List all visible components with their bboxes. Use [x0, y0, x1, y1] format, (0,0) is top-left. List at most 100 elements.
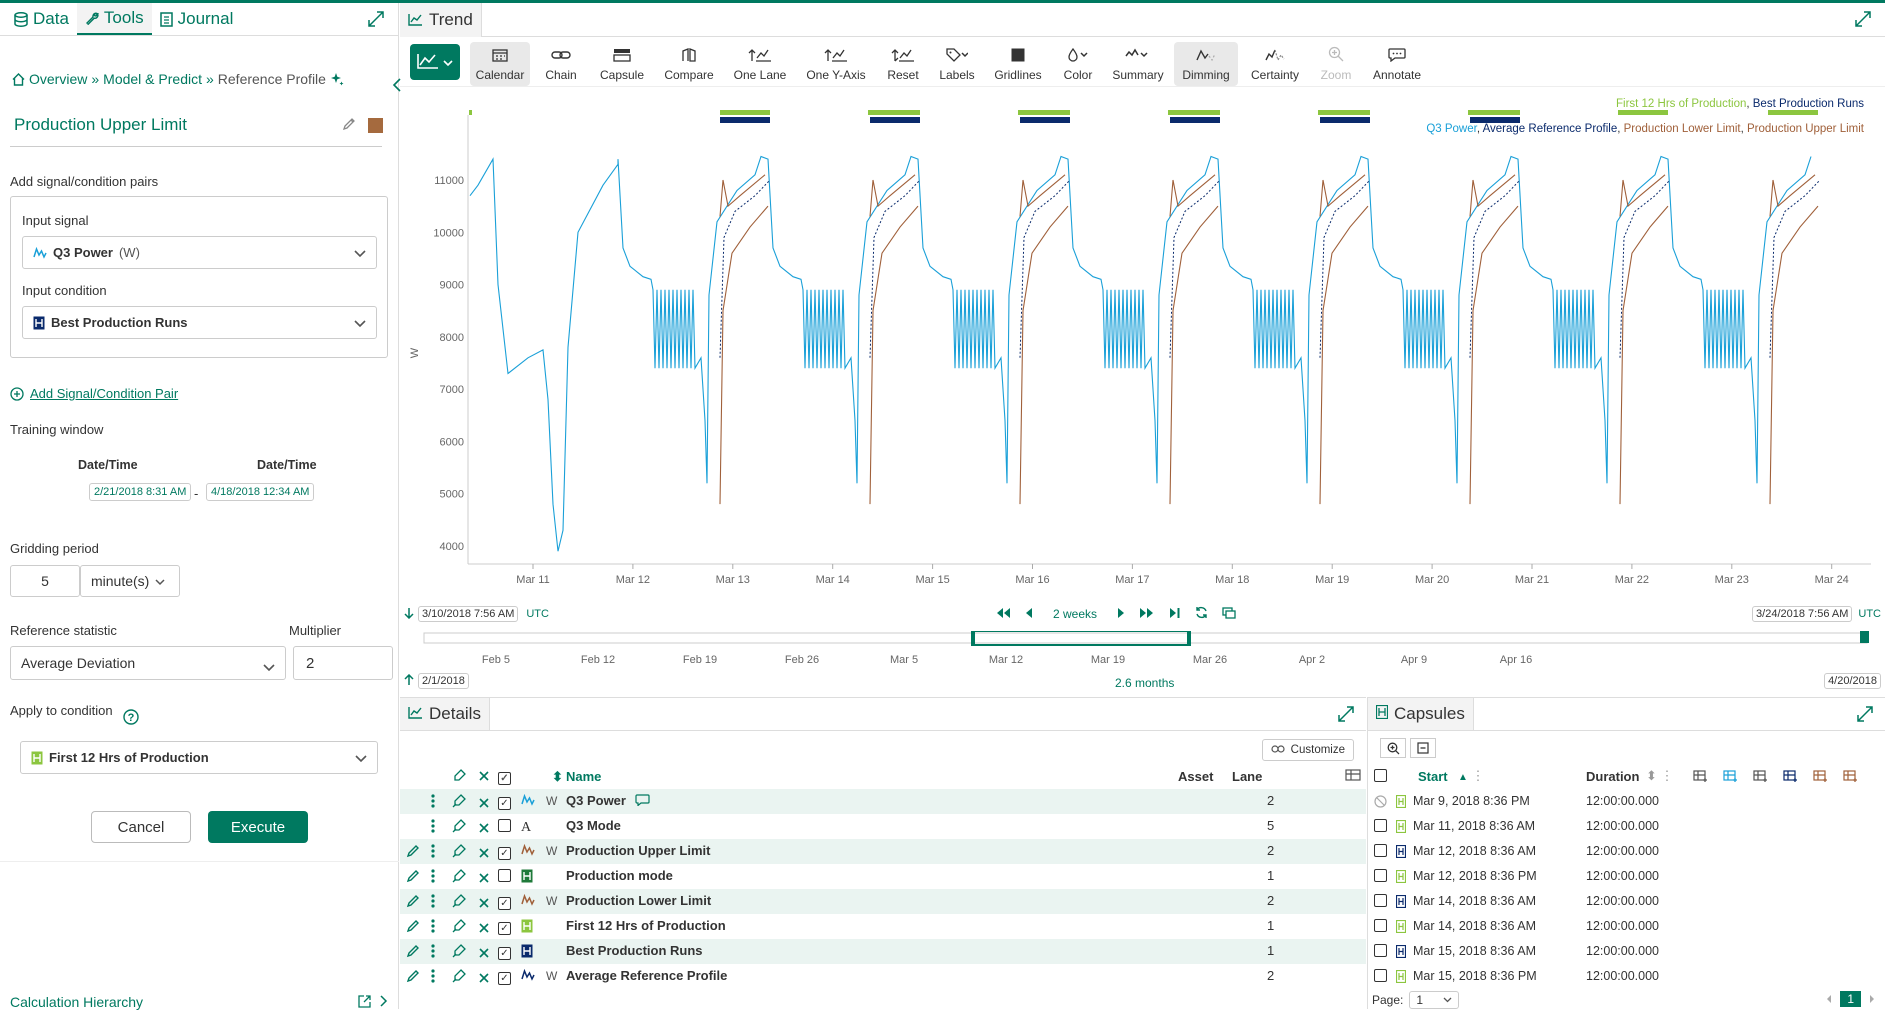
- capsule-row[interactable]: Mar 12, 2018 8:36 PM 12:00:00.000: [1368, 864, 1885, 889]
- capsule-best-run[interactable]: [1320, 117, 1370, 123]
- series-lower-limit[interactable]: [1769, 205, 1819, 505]
- overview-handle-left[interactable]: [971, 631, 975, 646]
- add-column-icon[interactable]: [1813, 770, 1829, 785]
- series-upper-limit[interactable]: [1319, 174, 1366, 217]
- collapse-icon[interactable]: [1410, 738, 1436, 758]
- prev-page-icon[interactable]: [1826, 992, 1832, 1007]
- row-lane[interactable]: 2: [1267, 893, 1275, 908]
- rocket-icon[interactable]: [452, 869, 466, 886]
- row-name[interactable]: Production mode: [566, 868, 673, 883]
- next-page-icon[interactable]: [1869, 992, 1875, 1007]
- series-average-reference[interactable]: [1619, 179, 1671, 358]
- fast-forward-icon[interactable]: [1139, 607, 1155, 622]
- series-average-reference[interactable]: [869, 179, 921, 358]
- arrow-down-icon[interactable]: [404, 607, 414, 622]
- timezone-label[interactable]: UTC: [526, 608, 549, 620]
- more-options-icon[interactable]: [431, 919, 435, 936]
- row-name[interactable]: Average Reference Profile: [566, 968, 728, 983]
- legend-item[interactable]: Production Lower Limit: [1623, 123, 1741, 135]
- asset-column-header[interactable]: Asset: [1178, 769, 1214, 784]
- range-settings-icon[interactable]: [1222, 606, 1236, 622]
- input-condition-select[interactable]: Best Production Runs: [22, 306, 377, 339]
- more-options-icon[interactable]: [431, 944, 435, 961]
- details-row[interactable]: ✓ W Q3 Power 2: [400, 789, 1366, 814]
- more-options-icon[interactable]: [431, 969, 435, 986]
- series-lower-limit[interactable]: [719, 205, 769, 505]
- rocket-icon[interactable]: [452, 969, 466, 986]
- capsule-row[interactable]: Mar 14, 2018 8:36 AM 12:00:00.000: [1368, 889, 1885, 914]
- overview-end-input[interactable]: 4/20/2018: [1824, 673, 1881, 689]
- capsules-tab[interactable]: Capsules: [1368, 698, 1474, 730]
- rocket-icon[interactable]: [452, 819, 466, 836]
- input-signal-select[interactable]: Q3 Power (W): [22, 236, 377, 269]
- series-average-reference[interactable]: [1019, 179, 1071, 358]
- row-lane[interactable]: 5: [1267, 818, 1275, 833]
- details-row[interactable]: Production mode 1: [400, 864, 1366, 889]
- row-lane[interactable]: 2: [1267, 843, 1275, 858]
- expand-icon[interactable]: [1338, 706, 1354, 725]
- page-current[interactable]: 1: [1840, 991, 1861, 1007]
- capsule-checkbox[interactable]: [1374, 844, 1387, 860]
- toolbar-labels-button[interactable]: Labels: [932, 42, 982, 86]
- view-selector-button[interactable]: [410, 44, 460, 80]
- calc-hierarchy-label[interactable]: Calculation Hierarchy: [10, 994, 144, 1010]
- rocket-icon[interactable]: [452, 944, 466, 961]
- details-tab[interactable]: Details: [400, 698, 490, 730]
- duration-column-header[interactable]: Duration: [1586, 769, 1640, 784]
- legend-item[interactable]: Q3 Power: [1426, 123, 1477, 135]
- series-average-reference[interactable]: [1169, 179, 1221, 358]
- capsule-first-12h[interactable]: [1020, 110, 1070, 115]
- series-upper-limit[interactable]: [1469, 174, 1516, 217]
- breadcrumb-model[interactable]: Model & Predict: [103, 71, 202, 87]
- series-upper-limit[interactable]: [1769, 174, 1816, 217]
- row-name[interactable]: Production Upper Limit: [566, 843, 711, 858]
- capsule-first-12h[interactable]: [720, 110, 770, 115]
- series-average-reference[interactable]: [719, 179, 771, 358]
- row-checkbox[interactable]: [498, 869, 511, 885]
- overview-track[interactable]: [423, 632, 1868, 644]
- tab-journal[interactable]: Journal: [152, 3, 242, 35]
- capsule-checkbox[interactable]: [1374, 819, 1387, 835]
- series-upper-limit[interactable]: [1619, 174, 1666, 217]
- series-upper-limit[interactable]: [1169, 174, 1216, 217]
- color-swatch[interactable]: [368, 118, 383, 133]
- toolbar-compare-button[interactable]: Compare: [656, 42, 722, 86]
- row-checkbox[interactable]: [498, 819, 511, 835]
- sort-icon[interactable]: ⬍ ⋮: [1646, 768, 1674, 783]
- capsule-first-12h[interactable]: [1320, 110, 1370, 115]
- row-checkbox[interactable]: ✓: [498, 844, 511, 860]
- select-all-checkbox[interactable]: ✓: [498, 769, 511, 785]
- overview-duration-label[interactable]: 2.6 months: [1115, 676, 1175, 690]
- toolbar-gridlines-button[interactable]: Gridlines: [986, 42, 1050, 86]
- capsule-first-12h[interactable]: [469, 110, 472, 115]
- row-checkbox[interactable]: ✓: [498, 894, 511, 910]
- toolbar-chain-button[interactable]: Chain: [534, 42, 588, 86]
- legend-item[interactable]: First 12 Hrs of Production: [1615, 98, 1747, 110]
- expand-icon[interactable]: [1855, 11, 1871, 27]
- series-average-reference[interactable]: [1469, 179, 1521, 358]
- apply-condition-select[interactable]: First 12 Hrs of Production: [20, 741, 378, 774]
- remove-icon[interactable]: [479, 921, 489, 936]
- toolbar-dimming-button[interactable]: Dimming: [1174, 42, 1238, 86]
- toolbar-calendar-button[interactable]: Calendar: [470, 42, 530, 86]
- toolbar-annotate-button[interactable]: Annotate: [1364, 42, 1430, 86]
- edit-pencil-icon[interactable]: [406, 869, 420, 886]
- overview-capsule-icon[interactable]: [1860, 631, 1869, 643]
- capsule-row[interactable]: Mar 11, 2018 8:36 AM 12:00:00.000: [1368, 814, 1885, 839]
- display-end-input[interactable]: 3/24/2018 7:56 AM: [1752, 606, 1853, 622]
- remove-icon[interactable]: [479, 896, 489, 911]
- page-select[interactable]: 1: [1409, 991, 1460, 1009]
- chevron-right-icon[interactable]: [380, 995, 388, 1007]
- rocket-icon[interactable]: [452, 919, 466, 936]
- series-lower-limit[interactable]: [1319, 205, 1369, 505]
- toolbar-reset-button[interactable]: Reset: [878, 42, 928, 86]
- legend-item[interactable]: Average Reference Profile: [1482, 123, 1618, 135]
- toolbar-summary-button[interactable]: Summary: [1106, 42, 1170, 86]
- capsule-first-12h[interactable]: [1618, 110, 1668, 115]
- capsule-best-run[interactable]: [720, 117, 770, 123]
- overview-bar[interactable]: Feb 5 Feb 12 Feb 19 Feb 26 Mar 5 Mar 12 Mar 19…: [400, 631, 1885, 669]
- capsule-best-run[interactable]: [1020, 117, 1070, 123]
- toolbar-zoom-button[interactable]: Zoom: [1312, 42, 1360, 86]
- capsule-checkbox[interactable]: [1374, 944, 1387, 960]
- row-lane[interactable]: 2: [1267, 793, 1275, 808]
